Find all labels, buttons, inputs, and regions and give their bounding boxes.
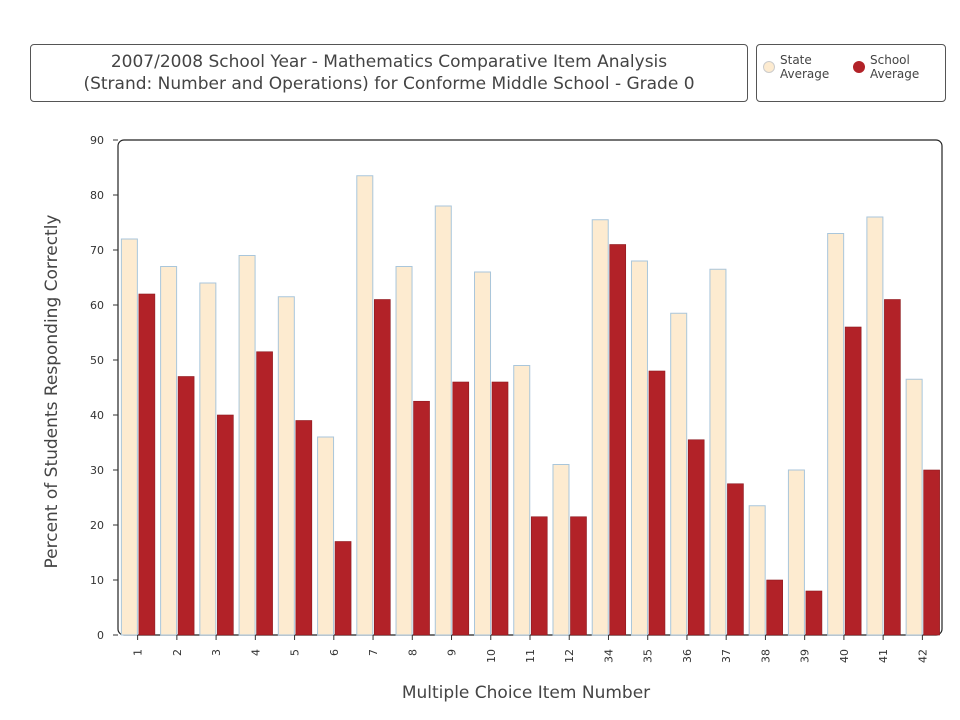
bar-school: [256, 351, 273, 636]
x-tick-label: 34: [602, 649, 615, 663]
bar-state: [120, 238, 138, 636]
bar-state: [395, 266, 413, 636]
x-axis-title: Multiple Choice Item Number: [402, 683, 650, 703]
bar-state: [591, 219, 609, 636]
y-tick-label: 90: [90, 134, 104, 147]
x-tick-label: 1: [132, 649, 145, 656]
x-tick-label: 3: [210, 649, 223, 656]
bar-state: [356, 175, 374, 636]
bar-school: [217, 414, 234, 636]
x-tick-label: 42: [916, 649, 929, 663]
bar-school: [727, 483, 744, 636]
bar-state: [827, 233, 845, 636]
bar-state: [238, 255, 256, 636]
bar-state: [513, 365, 531, 636]
legend-label-state: State Average: [780, 53, 830, 81]
y-tick-label: 40: [90, 409, 104, 422]
bar-state: [552, 464, 570, 636]
legend-swatch-school: [853, 61, 865, 73]
bar-school: [138, 293, 156, 636]
legend-swatch-state: [763, 61, 775, 73]
bar-school: [491, 381, 509, 636]
bar-school: [805, 590, 823, 636]
bar-state: [630, 260, 648, 636]
y-axis-title: Percent of Students Responding Correctly: [42, 215, 62, 569]
bar-state: [317, 436, 335, 636]
bar-state: [160, 266, 178, 636]
bar-state: [866, 216, 884, 636]
y-tick-label: 30: [90, 464, 104, 477]
bar-state: [748, 505, 766, 636]
x-tick-label: 35: [642, 649, 655, 663]
y-tick-label: 20: [90, 519, 104, 532]
bar-school: [177, 376, 195, 636]
x-tick-label: 12: [563, 649, 576, 663]
bar-school: [570, 516, 587, 636]
bar-state: [434, 205, 452, 636]
bar-state: [474, 271, 492, 636]
bar-school: [648, 370, 666, 636]
bar-school: [844, 326, 862, 636]
bar-school: [687, 439, 705, 636]
bar-school: [884, 299, 901, 636]
y-tick-label: 0: [97, 629, 104, 642]
bar-school: [766, 579, 783, 636]
y-tick-label: 10: [90, 574, 104, 587]
x-tick-label: 11: [524, 649, 537, 663]
y-tick-label: 50: [90, 354, 104, 367]
chart-subtitle: (Strand: Number and Operations) for Conf…: [83, 74, 695, 94]
y-tick-label: 80: [90, 189, 104, 202]
bar-school: [295, 420, 313, 636]
x-tick-label: 9: [446, 649, 459, 656]
bar-state: [277, 296, 295, 636]
x-tick-label: 40: [838, 649, 851, 663]
bar-school: [334, 541, 352, 636]
y-tick-label: 60: [90, 299, 104, 312]
x-tick-label: 5: [289, 649, 302, 656]
bar-state: [670, 312, 688, 636]
bar-school: [530, 516, 548, 636]
bar-school: [373, 299, 391, 636]
legend: State Average School Average: [756, 44, 946, 102]
bar-state: [709, 268, 727, 636]
bar-school: [452, 381, 470, 636]
bar-state: [787, 469, 805, 636]
x-tick-label: 37: [720, 649, 733, 663]
chart-title: 2007/2008 School Year - Mathematics Comp…: [110, 52, 668, 72]
x-tick-label: 39: [799, 649, 812, 663]
x-tick-label: 8: [406, 649, 419, 656]
bar-school: [609, 244, 627, 636]
legend-item-state: State Average: [763, 53, 844, 81]
bar-state: [905, 378, 923, 636]
x-tick-label: 7: [367, 649, 380, 656]
bar-state: [199, 282, 217, 636]
legend-label-school: School Average: [870, 53, 920, 81]
x-tick-label: 2: [171, 649, 184, 656]
x-tick-label: 38: [759, 649, 772, 663]
x-tick-label: 6: [328, 649, 341, 656]
x-tick-label: 10: [485, 649, 498, 663]
bar-school: [413, 400, 430, 636]
x-tick-label: 4: [249, 649, 262, 656]
bar-school: [923, 469, 940, 636]
x-tick-label: 36: [681, 649, 694, 663]
x-tick-label: 41: [877, 649, 890, 663]
y-tick-label: 70: [90, 244, 104, 257]
legend-item-school: School Average: [853, 53, 934, 81]
chart-title-box: 2007/2008 School Year - Mathematics Comp…: [30, 44, 748, 102]
